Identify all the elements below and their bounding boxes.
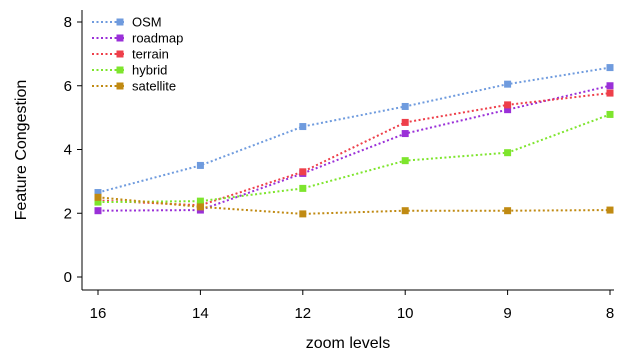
data-point-roadmap bbox=[401, 130, 409, 138]
legend-marker bbox=[116, 34, 124, 42]
series-hybrid bbox=[94, 110, 614, 206]
legend-marker bbox=[116, 18, 124, 26]
x-tick-label: 8 bbox=[606, 305, 614, 322]
data-point-roadmap bbox=[94, 207, 102, 215]
legend-label: satellite bbox=[132, 79, 176, 94]
x-tick-label: 14 bbox=[192, 305, 209, 322]
legend-item-satellite: satellite bbox=[92, 79, 176, 94]
y-tick-label: 4 bbox=[64, 142, 72, 159]
legend-item-terrain: terrain bbox=[92, 47, 169, 62]
series-satellite bbox=[94, 193, 614, 218]
data-point-OSM bbox=[196, 161, 204, 169]
data-point-satellite bbox=[401, 207, 409, 215]
series-line-terrain bbox=[97, 92, 611, 207]
series-group bbox=[94, 64, 614, 218]
data-point-OSM bbox=[504, 80, 512, 88]
y-tick-label: 8 bbox=[64, 14, 72, 31]
data-point-OSM bbox=[94, 189, 102, 197]
data-point-terrain bbox=[401, 118, 409, 126]
x-tick-label: 10 bbox=[397, 305, 414, 322]
series-line-roadmap bbox=[97, 84, 611, 212]
y-axis-title: Feature Congestion bbox=[13, 80, 30, 221]
x-tick-label: 9 bbox=[503, 305, 511, 322]
data-point-hybrid bbox=[94, 198, 102, 206]
data-point-hybrid bbox=[606, 110, 614, 118]
data-point-OSM bbox=[606, 64, 614, 72]
legend-marker bbox=[116, 50, 124, 58]
legend-marker bbox=[116, 82, 124, 90]
series-line-satellite bbox=[97, 196, 611, 215]
data-point-satellite bbox=[94, 193, 102, 201]
data-point-satellite bbox=[504, 207, 512, 215]
data-point-satellite bbox=[606, 206, 614, 214]
y-tick-label: 6 bbox=[64, 78, 72, 95]
legend-item-OSM: OSM bbox=[92, 15, 162, 30]
series-terrain bbox=[94, 89, 614, 209]
x-axis-title: zoom levels bbox=[306, 335, 390, 352]
legend-label: roadmap bbox=[132, 31, 183, 46]
legend-label: hybrid bbox=[132, 63, 167, 78]
series-OSM bbox=[94, 64, 614, 197]
data-point-terrain bbox=[504, 101, 512, 109]
legend-marker bbox=[116, 66, 124, 74]
data-point-roadmap bbox=[504, 106, 512, 114]
legend-label: OSM bbox=[132, 15, 162, 30]
data-point-roadmap bbox=[606, 82, 614, 90]
legend-item-hybrid: hybrid bbox=[92, 63, 167, 78]
x-tick-label: 16 bbox=[90, 305, 107, 322]
y-ticks: 0 2 4 6 8 bbox=[64, 14, 82, 286]
series-line-hybrid bbox=[97, 113, 611, 204]
data-point-terrain bbox=[299, 168, 307, 176]
legend-label: terrain bbox=[132, 47, 169, 62]
data-point-hybrid bbox=[401, 157, 409, 165]
data-point-terrain bbox=[606, 89, 614, 97]
y-tick-label: 2 bbox=[64, 205, 72, 222]
data-point-satellite bbox=[196, 203, 204, 211]
data-point-hybrid bbox=[196, 197, 204, 205]
y-tick-label: 0 bbox=[64, 269, 72, 286]
series-line-OSM bbox=[97, 66, 611, 194]
data-point-hybrid bbox=[504, 149, 512, 157]
data-point-satellite bbox=[299, 210, 307, 218]
data-point-hybrid bbox=[299, 184, 307, 192]
legend-item-roadmap: roadmap bbox=[92, 31, 183, 46]
x-ticks: 16 14 12 10 9 8 bbox=[90, 290, 614, 322]
x-tick-label: 12 bbox=[294, 305, 311, 322]
data-point-OSM bbox=[401, 102, 409, 110]
data-point-OSM bbox=[299, 123, 307, 131]
